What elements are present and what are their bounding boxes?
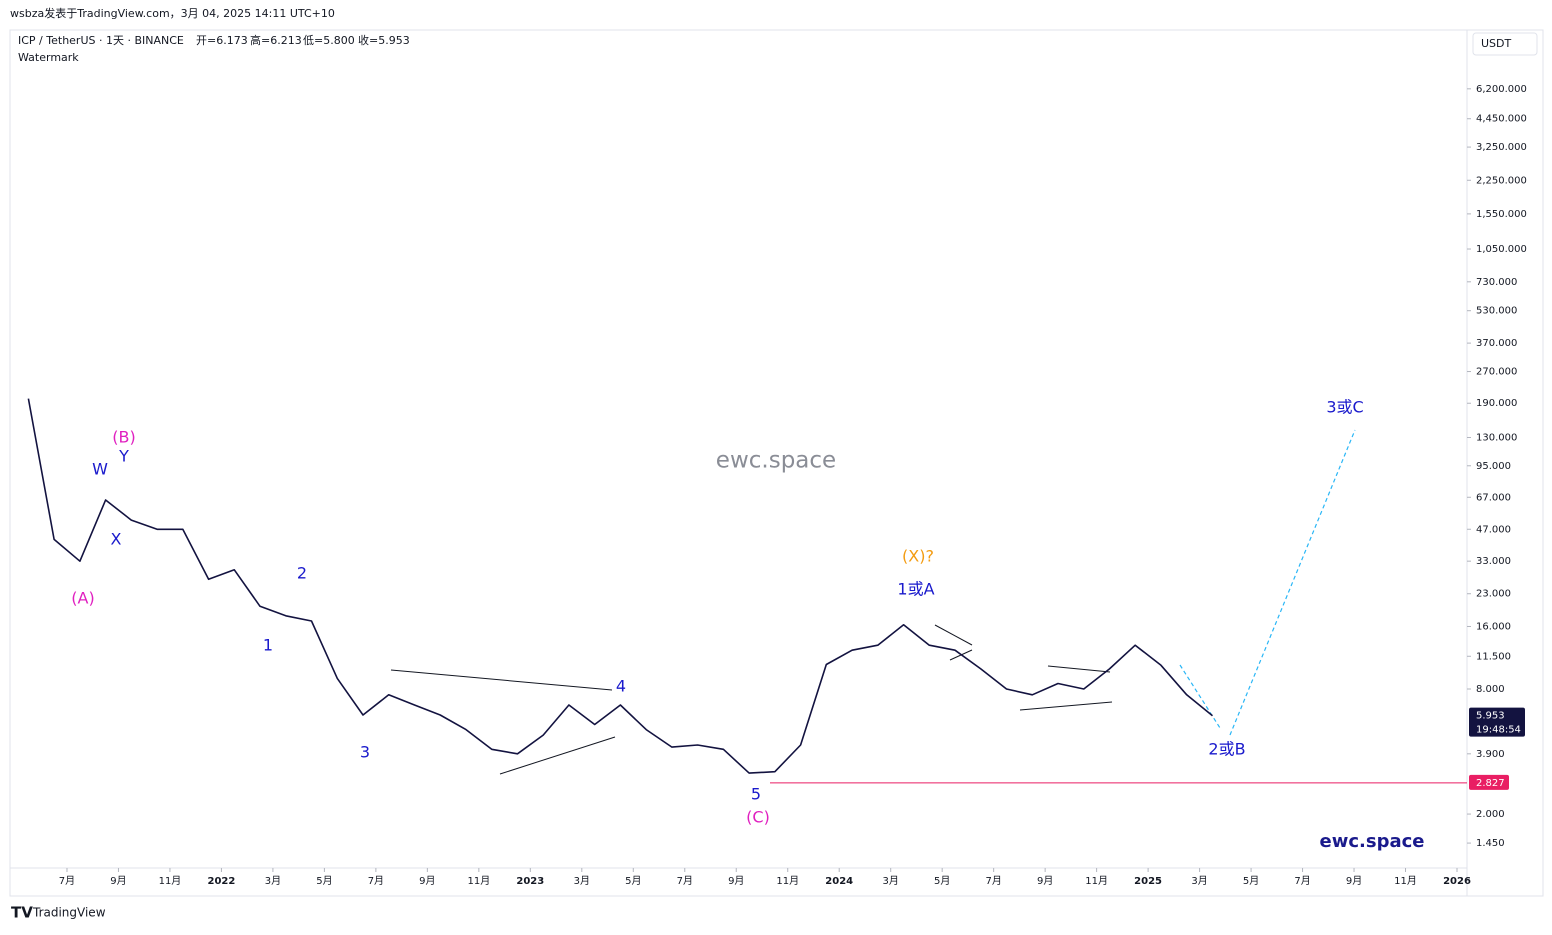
open: 开=6.173 xyxy=(196,34,248,47)
wave-label: W xyxy=(92,460,108,479)
x-tick-label: 7月 xyxy=(677,875,693,887)
y-tick-label: 370.000 xyxy=(1476,338,1517,349)
trendline xyxy=(499,736,616,775)
publisher: wsbza发表于TradingView.com，3月 04, 2025 14:1… xyxy=(10,6,335,20)
x-tick-label: 5月 xyxy=(1243,875,1259,887)
trendline xyxy=(390,669,613,691)
watermark-label: Watermark xyxy=(18,51,79,64)
x-tick-label: 9月 xyxy=(1346,875,1362,887)
y-tick-label: 1,550.000 xyxy=(1476,209,1527,220)
x-tick-label: 3月 xyxy=(265,875,281,887)
x-tick-label: 3月 xyxy=(1191,875,1207,887)
x-tick-label: 2024 xyxy=(825,876,853,887)
y-tick-label: 190.000 xyxy=(1476,398,1517,409)
x-tick-label: 7月 xyxy=(1294,875,1310,887)
wave-label: X xyxy=(111,530,122,549)
y-tick-label: 2,250.000 xyxy=(1476,175,1527,186)
x-tick-label: 5月 xyxy=(625,875,641,887)
wave-label: (X)? xyxy=(902,547,934,566)
x-tick-label: 11月 xyxy=(159,875,182,887)
y-tick-label: 8.000 xyxy=(1476,684,1505,695)
signature: ewc.space xyxy=(1320,831,1425,852)
currency-button[interactable] xyxy=(1472,32,1538,56)
x-tick-label: 9月 xyxy=(728,875,744,887)
trendlines xyxy=(390,624,1113,775)
wave-label: (C) xyxy=(746,808,770,827)
x-tick-label: 5月 xyxy=(934,875,950,887)
countdown: 19:48:54 xyxy=(1476,725,1521,736)
trendline xyxy=(1019,701,1113,711)
price-tag xyxy=(1469,774,1509,790)
y-tick-label: 23.000 xyxy=(1476,589,1511,600)
x-tick-label: 9月 xyxy=(1037,875,1053,887)
y-tick-label: 67.000 xyxy=(1476,492,1511,503)
y-tick-label: 270.000 xyxy=(1476,367,1517,378)
wave-label: 1或A xyxy=(897,580,934,599)
x-tick-label: 11月 xyxy=(1394,875,1417,887)
x-tick-label: 3月 xyxy=(574,875,590,887)
x-tick-label: 2022 xyxy=(208,876,236,887)
x-tick-label: 11月 xyxy=(1085,875,1108,887)
x-tick-label: 2023 xyxy=(516,876,544,887)
wave-label: (A) xyxy=(71,589,94,608)
x-tick-label: 2026 xyxy=(1443,876,1471,887)
y-tick-label: 730.000 xyxy=(1476,277,1517,288)
x-tick-label: 7月 xyxy=(59,875,75,887)
x-tick-label: 7月 xyxy=(368,875,384,887)
x-tick-label: 3月 xyxy=(883,875,899,887)
wave-label: 5 xyxy=(751,785,761,804)
y-tick-label: 6,200.000 xyxy=(1476,84,1527,95)
y-tick-label: 2.000 xyxy=(1476,809,1505,820)
frame xyxy=(9,29,1544,897)
y-tick-label: 47.000 xyxy=(1476,524,1511,535)
brand: TradingView xyxy=(32,906,106,920)
trendline xyxy=(934,624,973,646)
y-tick-label: 1,050.000 xyxy=(1476,244,1527,255)
x-tick-label: 11月 xyxy=(467,875,490,887)
price-tag-label: 5.953 xyxy=(1476,711,1505,722)
symbol: ICP / TetherUS · 1天 · BINANCE xyxy=(18,34,184,47)
x-tick-label: 7月 xyxy=(985,875,1001,887)
x-tick-label: 9月 xyxy=(419,875,435,887)
x-tick-label: 11月 xyxy=(776,875,799,887)
price-tag xyxy=(1469,707,1525,737)
low: 低=5.800 xyxy=(303,34,355,47)
currency[interactable]: USDT xyxy=(1481,37,1512,50)
wave-label: 3或C xyxy=(1326,398,1363,417)
y-tick-label: 4,450.000 xyxy=(1476,114,1527,125)
y-tick-label: 130.000 xyxy=(1476,432,1517,443)
wave-label: 1 xyxy=(263,636,273,655)
x-tick-label: 9月 xyxy=(110,875,126,887)
projection-line xyxy=(1229,429,1356,736)
wave-label: Y xyxy=(118,447,129,466)
high: 高=6.213 xyxy=(250,33,302,47)
trendline xyxy=(1047,665,1111,673)
x-tick-label: 2025 xyxy=(1134,876,1162,887)
y-tick-label: 1.450 xyxy=(1476,838,1505,849)
x-tick-label: 5月 xyxy=(316,875,332,887)
close: 收=5.953 xyxy=(358,33,410,47)
y-tick-label: 3,250.000 xyxy=(1476,142,1527,153)
wave-label: 4 xyxy=(616,677,626,696)
price-line xyxy=(27,398,1214,774)
wave-label: 3 xyxy=(360,743,370,762)
price-tag-label: 2.827 xyxy=(1476,778,1505,789)
wave-label: 2或B xyxy=(1208,740,1245,759)
y-tick-label: 11.500 xyxy=(1476,651,1511,662)
y-tick-label: 530.000 xyxy=(1476,306,1517,317)
projection-line xyxy=(1179,664,1221,729)
wave-label: 2 xyxy=(297,564,307,583)
wave-label: (B) xyxy=(112,428,135,447)
y-tick-label: 33.000 xyxy=(1476,556,1511,567)
watermark: ewc.space xyxy=(716,448,836,474)
y-tick-label: 95.000 xyxy=(1476,461,1511,472)
y-tick-label: 3.900 xyxy=(1476,749,1505,760)
tv-logo: TV xyxy=(11,904,33,922)
y-tick-label: 16.000 xyxy=(1476,621,1511,632)
projection xyxy=(1179,429,1356,736)
